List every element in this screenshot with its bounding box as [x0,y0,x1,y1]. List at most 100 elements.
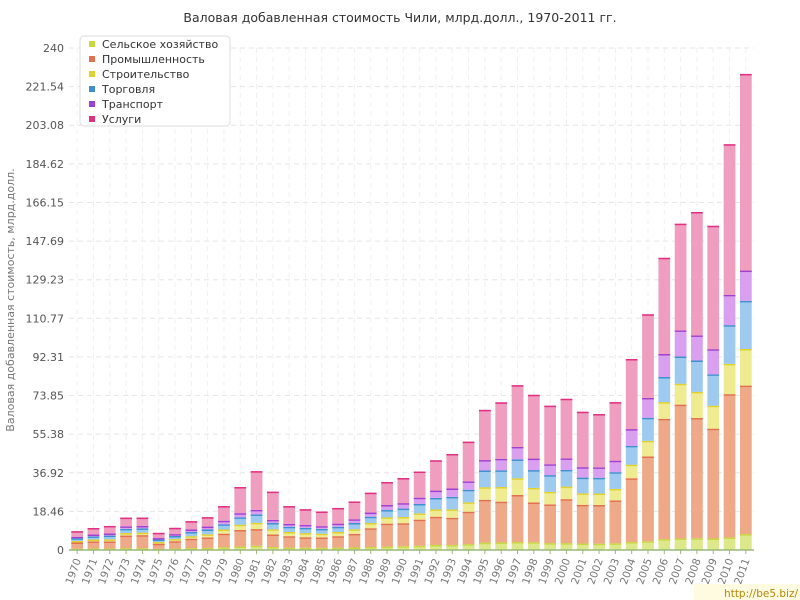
bar-segment [593,467,605,478]
legend-label: Промышленность [102,53,205,66]
bar-segment [234,487,247,514]
bar-segment [462,544,475,550]
bar-segment [136,528,149,533]
bar-segment [283,532,296,537]
bar-segment [511,478,524,495]
bar-segment [723,325,736,364]
bar-segment [707,405,720,429]
bar-segment [609,402,622,461]
bar-segment [332,532,344,537]
bar-segment [430,497,442,510]
bar-segment [544,543,557,550]
bar-segment [136,535,149,549]
bar-segment [560,499,573,544]
bar-segment [266,529,279,535]
y-tick-label: 184.62 [26,158,65,171]
bar-segment [446,488,459,497]
bar-segment [723,394,736,538]
bar-segment [283,526,296,533]
y-tick-label: 92.31 [33,351,65,364]
bar-segment [234,517,247,525]
bar-segment [576,411,589,468]
bars [71,73,752,551]
bar-segment [691,418,703,539]
bar-segment [658,418,671,540]
bar-segment [332,536,344,548]
y-tick-label: 36.92 [33,467,65,480]
bar-segment [201,534,214,538]
bar-segment [544,475,557,492]
bar-segment [495,402,508,459]
bar-segment [495,470,508,488]
bar-segment [479,460,491,471]
bar-segment [479,499,491,543]
bar-segment [544,504,557,544]
bar-segment [397,503,410,509]
bar-segment [120,517,132,527]
bar-segment [511,459,524,479]
bar-segment [397,523,410,547]
bar-segment [315,537,328,548]
bar-segment [642,541,654,550]
bar-segment [381,510,393,518]
bar-segment [739,73,752,271]
y-tick-label: 147.69 [26,235,65,248]
bar-segment [103,525,116,534]
bar-segment [674,404,687,539]
bar-segment [691,538,703,550]
bar-segment [560,458,573,470]
bar-segment [201,537,214,548]
bar-segment [739,270,752,301]
bar-segment [218,529,230,534]
bar-segment [560,543,573,550]
bar-segment [250,509,263,515]
bar-segment [283,506,296,524]
bar-segment [723,294,736,326]
bar-segment [87,541,100,549]
bar-segment [234,529,247,547]
bar-segment [413,545,426,550]
bar-segment [201,529,214,535]
bar-segment [381,482,393,506]
bar-segment [527,458,540,471]
bar-segment [250,522,263,530]
bar-segment [348,519,361,524]
bar-segment [576,504,589,544]
bar-segment [723,363,736,395]
bar-segment [250,514,263,523]
y-tick-label: 55.38 [33,428,65,441]
bar-segment [707,349,720,375]
bar-segment [739,300,752,349]
bar-segment [511,446,524,460]
bar-segment [691,211,703,336]
bar-segment [103,541,116,549]
bar-segment [185,532,198,537]
bar-segment [315,528,328,534]
legend-swatch [89,56,95,62]
bar-segment [560,398,573,459]
bar-segment [266,523,279,530]
watermark: http://be5.biz/ [694,584,800,600]
y-tick-label: 73.85 [33,390,65,403]
bar-segment [364,523,377,529]
bar-segment [169,535,181,540]
bar-segment [348,523,361,530]
legend-swatch [89,41,95,47]
bar-segment [723,144,736,295]
bar-segment [169,527,181,535]
bar-segment [527,542,540,550]
bar-segment [609,543,622,550]
bar-segment [674,383,687,405]
bar-segment [674,223,687,331]
bar-segment [136,517,149,526]
bar-segment [169,541,181,549]
bar-segment [152,532,165,539]
y-tick-label: 221.54 [26,81,65,94]
bar-segment [234,524,247,530]
legend-label: Строительство [102,68,190,81]
bar-segment [593,414,605,468]
bar-segment [266,519,279,524]
bar-segment [218,524,230,530]
y-tick-label: 129.23 [26,274,65,287]
